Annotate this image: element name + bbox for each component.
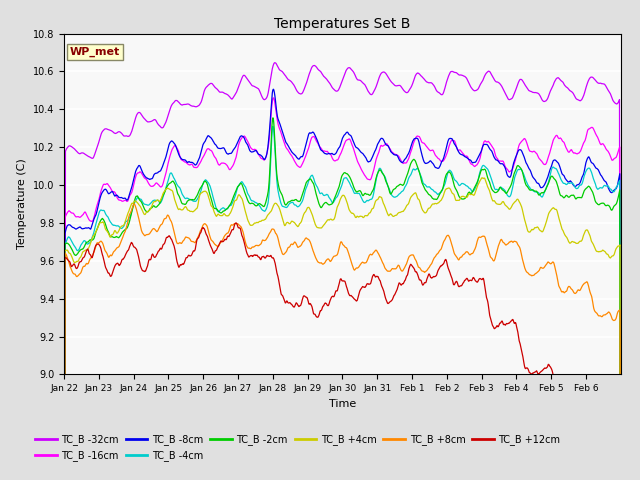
TC_B -2cm (472, 183, 479, 189)
TC_B +12cm (431, 274, 439, 279)
TC_B -8cm (496, 161, 504, 167)
TC_B -8cm (269, 86, 277, 92)
Line: TC_B -32cm: TC_B -32cm (64, 63, 621, 480)
TC_B +4cm (488, 196, 496, 202)
TC_B +8cm (130, 201, 138, 207)
Y-axis label: Temperature (C): Temperature (C) (17, 158, 28, 250)
Title: Temperatures Set B: Temperatures Set B (274, 17, 411, 31)
TC_B -4cm (420, 181, 428, 187)
TC_B -8cm (472, 159, 479, 165)
TC_B +12cm (420, 280, 428, 286)
TC_B +4cm (472, 189, 479, 195)
TC_B -4cm (431, 189, 439, 195)
TC_B -4cm (269, 123, 277, 129)
TC_B -16cm (431, 153, 439, 158)
TC_B +12cm (488, 321, 496, 326)
TC_B -4cm (156, 200, 164, 206)
Legend: TC_B -32cm, TC_B -16cm, TC_B -8cm, TC_B -4cm, TC_B -2cm, TC_B +4cm, TC_B +8cm, T: TC_B -32cm, TC_B -16cm, TC_B -8cm, TC_B … (31, 431, 564, 465)
TC_B -32cm (472, 88, 479, 94)
TC_B -32cm (420, 76, 428, 82)
TC_B -8cm (156, 168, 164, 174)
TC_B -2cm (156, 200, 164, 206)
Text: WP_met: WP_met (70, 47, 120, 58)
Line: TC_B +4cm: TC_B +4cm (64, 178, 621, 480)
Line: TC_B -8cm: TC_B -8cm (64, 89, 621, 480)
TC_B -16cm (269, 95, 277, 101)
TC_B -32cm (431, 85, 439, 91)
TC_B -32cm (496, 81, 504, 87)
TC_B -16cm (156, 183, 164, 189)
Line: TC_B -2cm: TC_B -2cm (64, 118, 621, 480)
TC_B -8cm (431, 165, 439, 170)
TC_B -32cm (271, 60, 279, 66)
TC_B +8cm (431, 253, 439, 259)
TC_B -8cm (420, 159, 428, 165)
TC_B -2cm (420, 185, 428, 191)
TC_B -2cm (431, 196, 439, 202)
TC_B -2cm (269, 115, 277, 120)
TC_B -8cm (488, 148, 496, 154)
Line: TC_B +8cm: TC_B +8cm (64, 204, 621, 480)
Line: TC_B -4cm: TC_B -4cm (64, 126, 621, 480)
Line: TC_B +12cm: TC_B +12cm (64, 223, 621, 480)
TC_B -4cm (496, 185, 504, 191)
TC_B +4cm (420, 209, 428, 215)
TC_B +12cm (496, 320, 504, 326)
TC_B -16cm (496, 158, 504, 164)
TC_B -32cm (156, 123, 164, 129)
TC_B +8cm (156, 223, 164, 229)
TC_B +4cm (431, 201, 439, 206)
Line: TC_B -16cm: TC_B -16cm (64, 98, 621, 480)
TC_B -4cm (472, 184, 479, 190)
TC_B +8cm (488, 255, 496, 261)
TC_B -16cm (488, 144, 496, 149)
TC_B -16cm (420, 141, 428, 146)
TC_B +12cm (472, 278, 479, 284)
X-axis label: Time: Time (329, 399, 356, 408)
TC_B +8cm (420, 269, 428, 275)
TC_B +4cm (156, 198, 164, 204)
TC_B +12cm (156, 246, 164, 252)
TC_B +12cm (232, 220, 240, 226)
TC_B +8cm (472, 244, 479, 250)
TC_B -32cm (488, 72, 496, 78)
TC_B +4cm (478, 175, 486, 180)
TC_B -2cm (496, 184, 504, 190)
TC_B +4cm (496, 202, 504, 207)
TC_B -4cm (488, 177, 496, 183)
TC_B +8cm (496, 238, 504, 244)
TC_B -16cm (472, 163, 479, 168)
TC_B -2cm (488, 186, 496, 192)
